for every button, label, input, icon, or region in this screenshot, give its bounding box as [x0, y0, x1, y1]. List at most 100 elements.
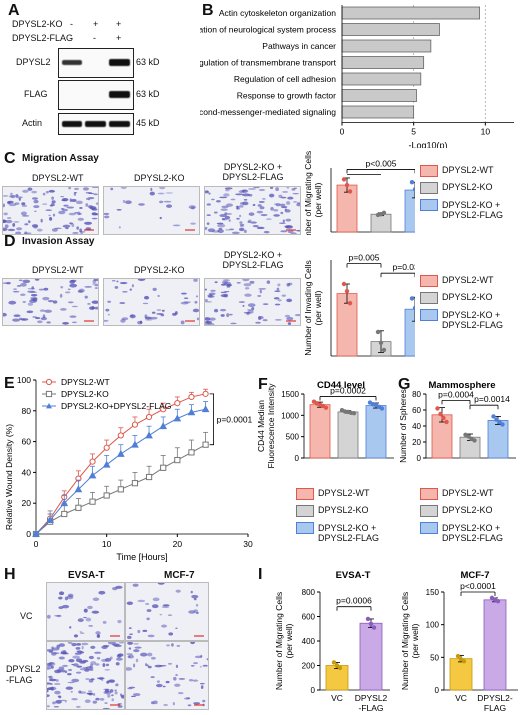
- cell-mark: [248, 219, 252, 222]
- cell-mark: [174, 683, 181, 687]
- cell-mark: [55, 699, 62, 704]
- cell-mark: [137, 629, 141, 634]
- cell-mark: [102, 707, 110, 709]
- bar: [483, 599, 507, 691]
- cell-mark: [75, 706, 81, 708]
- cell-mark: [150, 187, 153, 192]
- cell-mark: [161, 309, 165, 312]
- cell-mark: [92, 700, 98, 704]
- data-point: [497, 419, 502, 425]
- cell-mark: [103, 690, 112, 695]
- cell-mark: [238, 227, 245, 232]
- data-point: [160, 464, 167, 471]
- cell-mark: [129, 288, 132, 291]
- data-point: [117, 486, 124, 493]
- micrograph-background: [205, 279, 300, 325]
- data-point: [466, 434, 471, 439]
- cell-mark: [145, 603, 150, 605]
- cell-mark: [94, 284, 98, 287]
- legend-label: DPYSL2-KO + DPYSL2-FLAG: [442, 310, 504, 331]
- data-point: [202, 390, 209, 397]
- cell-mark: [120, 693, 123, 697]
- significance-bracket: [209, 393, 214, 446]
- cell-mark: [259, 289, 262, 294]
- cell-mark: [149, 191, 155, 196]
- cell-mark: [95, 202, 98, 205]
- cell-mark: [95, 663, 100, 666]
- cell-mark: [42, 296, 50, 301]
- cell-mark: [159, 613, 163, 616]
- data-point: [444, 419, 449, 425]
- cell-mark: [96, 634, 101, 638]
- cell-mark: [20, 282, 27, 287]
- cell-mark: [59, 307, 67, 311]
- cell-mark: [69, 279, 76, 284]
- cell-mark: [150, 676, 155, 679]
- cell-mark: [20, 293, 26, 296]
- cell-mark: [48, 678, 57, 682]
- significance-label: p=0.0001: [217, 414, 253, 424]
- cell-mark: [31, 190, 38, 194]
- data-point: [438, 411, 443, 417]
- blot-band-label: Actin: [22, 118, 43, 128]
- cell-mark: [280, 211, 284, 215]
- data-point: [187, 408, 196, 416]
- cell-mark: [244, 293, 252, 297]
- data-point: [412, 187, 415, 192]
- cell-mark: [79, 631, 82, 633]
- cell-mark: [247, 220, 251, 223]
- y-axis-label: (per well): [284, 623, 294, 658]
- blot-mark: -: [70, 33, 73, 43]
- cell-mark: [159, 187, 166, 190]
- cell-mark: [10, 192, 13, 196]
- cell-mark: [51, 200, 56, 204]
- cell-mark: [95, 631, 101, 635]
- bar: [341, 72, 422, 86]
- cell-mark: [126, 667, 133, 671]
- cell-mark: [114, 689, 117, 692]
- legend-swatch-ko: [420, 292, 438, 304]
- data-point: [89, 498, 96, 505]
- cell-mark: [75, 200, 83, 205]
- cell-mark: [104, 669, 110, 671]
- cell-mark: [62, 653, 70, 655]
- y-tick-label: 20: [412, 438, 421, 447]
- cell-mark: [68, 668, 72, 672]
- cell-mark: [121, 317, 129, 321]
- cell-mark: [191, 594, 199, 599]
- cell-mark: [202, 699, 206, 703]
- cell-mark: [236, 217, 240, 220]
- cell-mark: [76, 665, 83, 668]
- cell-mark: [111, 279, 116, 282]
- chart-f: CD44 level 0 500 1000 1500 CD44 Median Fluores…: [256, 380, 394, 469]
- cell-mark: [33, 199, 39, 204]
- cell-mark: [16, 227, 23, 231]
- legend-swatch-wt: [420, 275, 438, 287]
- y-axis-label: Number of Migrating Cells: [303, 151, 313, 235]
- cell-mark: [205, 301, 213, 303]
- blot-mark: -: [93, 33, 96, 43]
- legend-label: DPYSL2-WT: [442, 488, 494, 498]
- cell-mark: [130, 314, 134, 317]
- cell-mark: [72, 655, 80, 659]
- significance-label: p=0.005: [349, 253, 380, 263]
- micrograph-texture: [3, 279, 98, 325]
- cell-mark: [205, 288, 208, 291]
- cell-mark: [133, 643, 139, 645]
- micrograph-texture: [47, 642, 124, 709]
- cell-mark: [166, 644, 170, 647]
- cell-mark: [159, 200, 164, 204]
- legend-swatch-wt: [420, 165, 438, 177]
- cell-mark: [214, 281, 218, 284]
- cell-mark: [67, 681, 75, 684]
- cell-mark: [126, 653, 133, 656]
- cell-mark: [42, 203, 48, 205]
- cell-mark: [20, 211, 27, 216]
- cell-mark: [217, 229, 220, 233]
- cell-mark: [6, 281, 11, 285]
- cell-mark: [192, 679, 199, 682]
- cell-mark: [174, 311, 178, 315]
- cell-mark: [190, 590, 193, 594]
- cell-mark: [45, 209, 53, 211]
- panel-letter-e: E: [4, 375, 15, 392]
